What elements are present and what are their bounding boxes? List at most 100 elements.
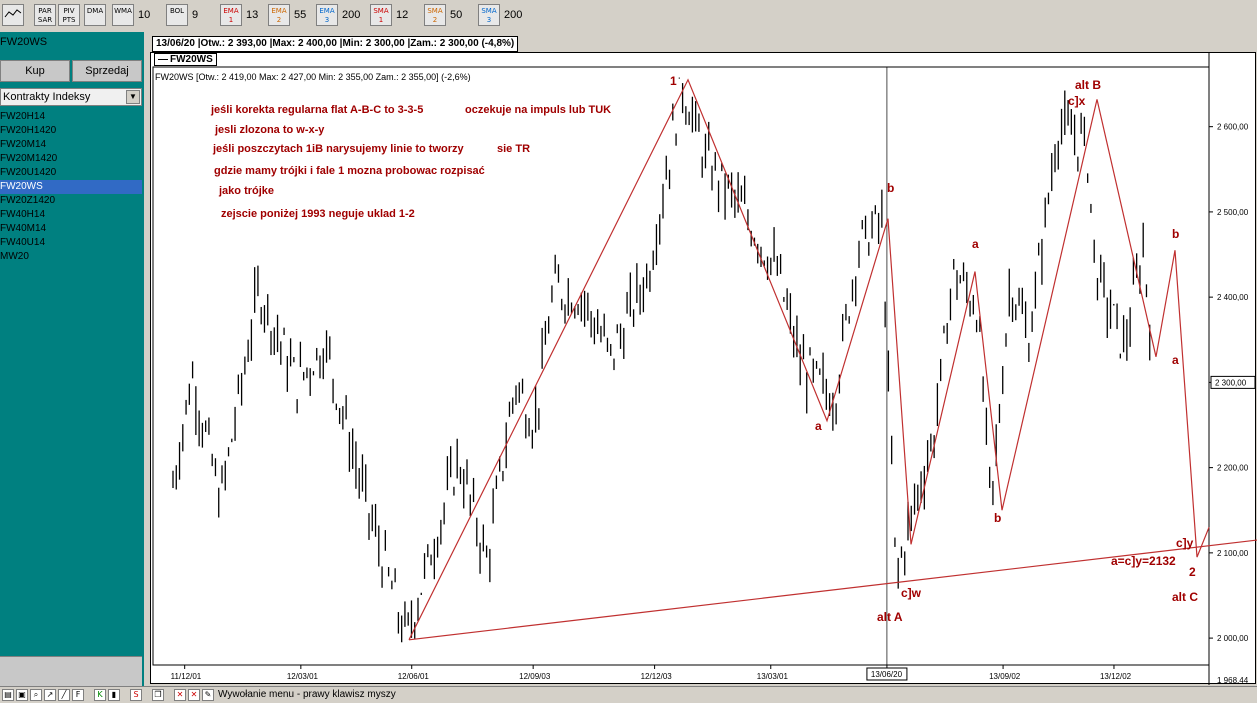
price-info-bar: 13/06/20 |Otw.: 2 393,00 |Max: 2 400,00 … (152, 36, 519, 52)
ema1-period[interactable]: 13 (246, 9, 259, 21)
wave-label: b (994, 511, 1001, 525)
list-item[interactable]: FW40U14 (0, 237, 46, 248)
ema2-button[interactable]: EMA 2 (268, 4, 290, 26)
sma3-period[interactable]: 200 (504, 9, 523, 21)
ema2-period[interactable]: 55 (294, 9, 307, 21)
list-item[interactable]: FW20H1420 (0, 125, 57, 136)
y-bottom-label: 1 968,44 (1217, 676, 1249, 685)
sma3-button[interactable]: SMA 3 (478, 4, 500, 26)
wave-label: alt B (1075, 78, 1101, 92)
print-icon[interactable]: ▤ (2, 689, 14, 701)
ema3-period[interactable]: 200 (342, 9, 361, 21)
chart-panel[interactable]: FW20WS [Otw.: 2 419,00 Max: 2 427,00 Min… (150, 52, 1257, 685)
list-item[interactable]: FW20Z1420 (0, 195, 56, 206)
sell-button[interactable]: Sprzedaj (72, 60, 142, 82)
wma-period[interactable]: 10 (138, 9, 151, 21)
y-tick-label: 2 100,00 (1217, 549, 1249, 558)
y-tick-label: 2 600,00 (1217, 123, 1249, 132)
parabolic-sar-button[interactable]: PAR SAR (34, 4, 56, 26)
x-tick-label: 13/12/02 (1100, 672, 1132, 681)
line-tool-icon[interactable]: ╱ (58, 689, 70, 701)
list-item[interactable]: FW40M14 (0, 223, 47, 234)
x-tick-label: 12/09/03 (519, 672, 551, 681)
sma1-button[interactable]: SMA 1 (370, 4, 392, 26)
wave-label: a (815, 419, 822, 433)
pivot-points-button[interactable]: PIV PTS (58, 4, 80, 26)
sma1-period[interactable]: 12 (396, 9, 409, 21)
y-tick-label: 2 200,00 (1217, 464, 1249, 473)
ema1-button[interactable]: EMA 1 (220, 4, 242, 26)
wave-label: a (1172, 353, 1179, 367)
annotation-note: jeśli poszczytach 1iB narysujemy linie t… (212, 143, 465, 155)
list-item[interactable]: FW40H14 (0, 209, 46, 220)
wave-label: c]y (1176, 536, 1194, 550)
price-chart[interactable]: FW20WS [Otw.: 2 419,00 Max: 2 427,00 Min… (151, 53, 1257, 685)
chevron-down-icon[interactable]: ▼ (126, 90, 140, 104)
x-tick-label: 12/03/01 (287, 672, 319, 681)
current-price-label: 2 300,00 (1215, 378, 1247, 387)
s-icon[interactable]: S (130, 689, 142, 701)
buy-button[interactable]: Kup (0, 60, 70, 82)
cursor-date-box (866, 667, 908, 681)
sidebar-title: FW20WS (0, 36, 48, 48)
delete-icon[interactable]: ✕ (188, 689, 200, 701)
elliott-wave-line (408, 78, 1210, 641)
save-icon[interactable]: ▣ (16, 689, 28, 701)
annotation-note: sie TR (497, 143, 530, 155)
instrument-group-value: Kontrakty Indeksy (3, 91, 91, 103)
y-tick-label: 2 400,00 (1217, 293, 1249, 302)
annotation-note: jeśli korekta regularna flat A-B-C to 3-… (210, 104, 423, 116)
list-item[interactable]: MW20 (0, 251, 29, 262)
annotation-note: gdzie mamy trójki i fale 1 mozna probowa… (214, 165, 485, 177)
toolbar: PAR SAR PIV PTS DMA WMA 10 BOL 9 EMA 1 1… (0, 0, 1257, 32)
sidebar-footer (0, 656, 142, 687)
sidebar: FW20WS Kup Sprzedaj Kontrakty Indeksy ▼ … (0, 32, 144, 687)
ema3-button[interactable]: EMA 3 (316, 4, 338, 26)
arrow-icon[interactable]: ↗ (44, 689, 56, 701)
wave-label: 2 (1189, 565, 1196, 579)
wave-label: c]w (901, 586, 922, 600)
current-price-box (1210, 375, 1256, 389)
x-tick-label: 12/12/03 (641, 672, 673, 681)
list-item[interactable]: FW20H14 (0, 111, 46, 122)
bar-tool-icon[interactable]: ▮ (108, 689, 120, 701)
status-text: Wywołanie menu - prawy klawisz myszy (218, 689, 396, 700)
wave-label: b (1172, 227, 1179, 241)
bollinger-period[interactable]: 9 (192, 9, 199, 21)
list-item[interactable]: FW20WS (0, 180, 142, 194)
chart-legend: FW20WS (154, 53, 217, 66)
y-tick-label: 2 500,00 (1217, 208, 1249, 217)
instrument-list: FW20H14 FW20H1420 FW20M14 FW20M1420 FW20U142… (0, 110, 142, 264)
instrument-group-select[interactable]: Kontrakty Indeksy ▼ (0, 88, 142, 106)
y-tick-label: 2 000,00 (1217, 634, 1249, 643)
wma-button[interactable]: WMA (112, 4, 134, 26)
close-icon[interactable]: ✕ (174, 689, 186, 701)
wave-label: b (887, 181, 894, 195)
chart-info-text: FW20WS [Otw.: 2 419,00 Max: 2 427,00 Min… (155, 72, 471, 82)
chart-type-button[interactable] (2, 4, 24, 26)
annotation-note: jako trójke (218, 185, 274, 197)
annotation-note: jesli zlozona to w-x-y (214, 124, 325, 136)
wave-label: 1 (670, 74, 677, 88)
annotation-note: zejscie poniżej 1993 neguje uklad 1-2 (221, 208, 415, 220)
dma-button[interactable]: DMA (84, 4, 106, 26)
wave-label: c]x (1068, 94, 1086, 108)
sma2-button[interactable]: SMA 2 (424, 4, 446, 26)
zoom-icon[interactable]: ⌕ (30, 689, 42, 701)
trend-line (408, 539, 1257, 641)
list-item[interactable]: FW20M1420 (0, 153, 58, 164)
wave-label: alt C (1172, 590, 1198, 604)
bollinger-button[interactable]: BOL (166, 4, 188, 26)
x-tick-label: 13/03/01 (757, 672, 789, 681)
cursor-date-label: 13/06/20 (871, 670, 903, 679)
chart-icon (4, 9, 22, 18)
fibonacci-icon[interactable]: F (72, 689, 84, 701)
edit-icon[interactable]: ✎ (202, 689, 214, 701)
sma2-period[interactable]: 50 (450, 9, 463, 21)
plot-area[interactable] (152, 66, 1210, 666)
list-item[interactable]: FW20U1420 (0, 167, 57, 178)
k-icon[interactable]: K (94, 689, 106, 701)
wave-label: a=c]y=2132 (1111, 554, 1176, 568)
list-item[interactable]: FW20M14 (0, 139, 47, 150)
copy-icon[interactable]: ❐ (152, 689, 164, 701)
